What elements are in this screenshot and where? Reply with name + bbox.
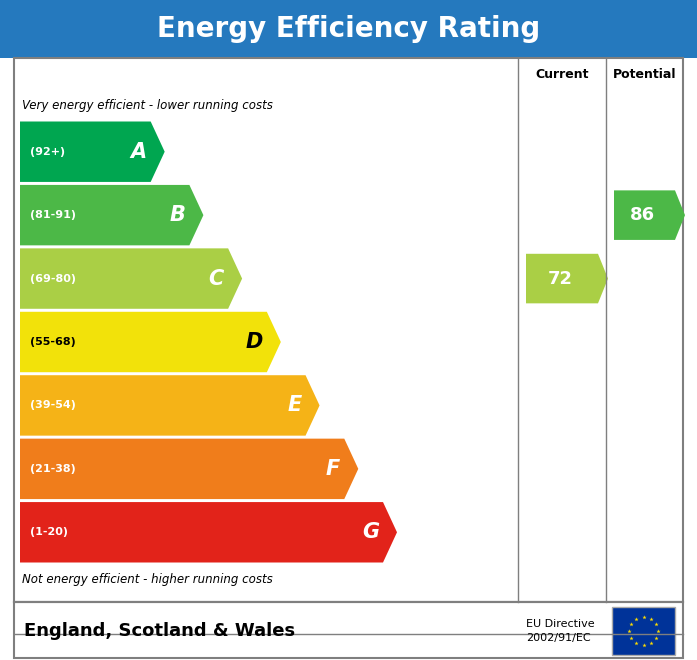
Text: (92+): (92+): [30, 147, 65, 156]
Polygon shape: [614, 190, 685, 240]
Text: Very energy efficient - lower running costs: Very energy efficient - lower running co…: [22, 100, 273, 112]
Polygon shape: [20, 121, 164, 182]
Text: (55-68): (55-68): [30, 337, 76, 347]
Text: (69-80): (69-80): [30, 274, 76, 284]
Text: B: B: [169, 205, 185, 225]
Text: Potential: Potential: [613, 67, 676, 81]
Text: England, Scotland & Wales: England, Scotland & Wales: [24, 622, 295, 640]
Text: (39-54): (39-54): [30, 401, 76, 411]
Text: (1-20): (1-20): [30, 527, 68, 537]
Bar: [0, 0, 697, 58]
Polygon shape: [20, 312, 281, 372]
Polygon shape: [20, 502, 397, 562]
Text: Energy Efficiency Rating: Energy Efficiency Rating: [157, 15, 540, 43]
Text: F: F: [326, 459, 340, 479]
Bar: [14, 58, 683, 602]
Text: Not energy efficient - higher running costs: Not energy efficient - higher running co…: [22, 574, 273, 587]
Text: 72: 72: [548, 269, 572, 288]
Polygon shape: [20, 439, 358, 499]
Text: E: E: [287, 395, 302, 415]
Text: EU Directive
2002/91/EC: EU Directive 2002/91/EC: [526, 619, 595, 643]
Text: Current: Current: [535, 67, 589, 81]
Bar: [14, 602, 683, 658]
Polygon shape: [20, 376, 319, 436]
Text: G: G: [362, 522, 379, 543]
Text: (21-38): (21-38): [30, 464, 76, 474]
Polygon shape: [20, 185, 204, 246]
Text: (81-91): (81-91): [30, 210, 76, 220]
Polygon shape: [20, 248, 242, 309]
Text: C: C: [208, 269, 224, 288]
Text: A: A: [130, 142, 146, 162]
Bar: [612, 607, 675, 655]
Text: D: D: [245, 332, 263, 352]
Text: 86: 86: [630, 206, 655, 224]
Polygon shape: [526, 254, 608, 304]
